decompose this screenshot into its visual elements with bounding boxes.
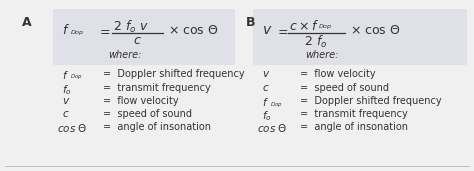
Text: $\times$ cos $\Theta$: $\times$ cos $\Theta$: [350, 24, 401, 37]
Text: =  speed of sound: = speed of sound: [103, 109, 192, 119]
Text: cos $\Theta$: cos $\Theta$: [57, 122, 87, 134]
Text: $c$: $c$: [62, 109, 70, 119]
Text: $_{Dop}$: $_{Dop}$: [70, 73, 82, 82]
Text: $_{Dop}$: $_{Dop}$: [318, 23, 333, 32]
Text: =  transmit frequency: = transmit frequency: [103, 83, 211, 93]
Text: $c$: $c$: [133, 34, 142, 47]
Text: =  flow velocity: = flow velocity: [103, 96, 179, 106]
Text: $_{Dop}$: $_{Dop}$: [70, 28, 84, 37]
Text: $f$: $f$: [62, 23, 70, 37]
Text: $\times$ cos $\Theta$: $\times$ cos $\Theta$: [168, 24, 219, 37]
FancyBboxPatch shape: [53, 9, 235, 65]
Text: $2\ f_o$: $2\ f_o$: [304, 34, 328, 50]
Text: $v$: $v$: [262, 69, 270, 79]
Text: =  Doppler shifted frequency: = Doppler shifted frequency: [103, 69, 245, 79]
Text: $c$: $c$: [262, 83, 270, 93]
Text: B: B: [246, 16, 255, 29]
Text: $=$: $=$: [275, 24, 289, 37]
Text: =  flow velocity: = flow velocity: [300, 69, 375, 79]
Text: =  transmit frequency: = transmit frequency: [300, 109, 408, 119]
Text: =  angle of insonation: = angle of insonation: [103, 122, 211, 132]
Text: where:: where:: [305, 50, 338, 60]
Text: $f$: $f$: [62, 69, 69, 81]
Text: =  Doppler shifted frequency: = Doppler shifted frequency: [300, 96, 442, 106]
Text: cos $\Theta$: cos $\Theta$: [257, 122, 287, 134]
Text: $_{Dop}$: $_{Dop}$: [270, 100, 283, 109]
Text: =  speed of sound: = speed of sound: [300, 83, 389, 93]
Text: =  angle of insonation: = angle of insonation: [300, 122, 408, 132]
Text: $2\ f_o\ v$: $2\ f_o\ v$: [113, 19, 149, 35]
Text: $f$: $f$: [262, 96, 269, 108]
Text: $c \times f$: $c \times f$: [289, 19, 319, 33]
Text: $v$: $v$: [62, 96, 70, 106]
Text: $=$: $=$: [97, 24, 111, 37]
Text: A: A: [22, 16, 32, 29]
Text: $f_o$: $f_o$: [262, 109, 272, 123]
Text: $f_o$: $f_o$: [62, 83, 72, 97]
Text: where:: where:: [108, 50, 141, 60]
Text: $v$: $v$: [262, 23, 273, 37]
FancyBboxPatch shape: [253, 9, 467, 65]
